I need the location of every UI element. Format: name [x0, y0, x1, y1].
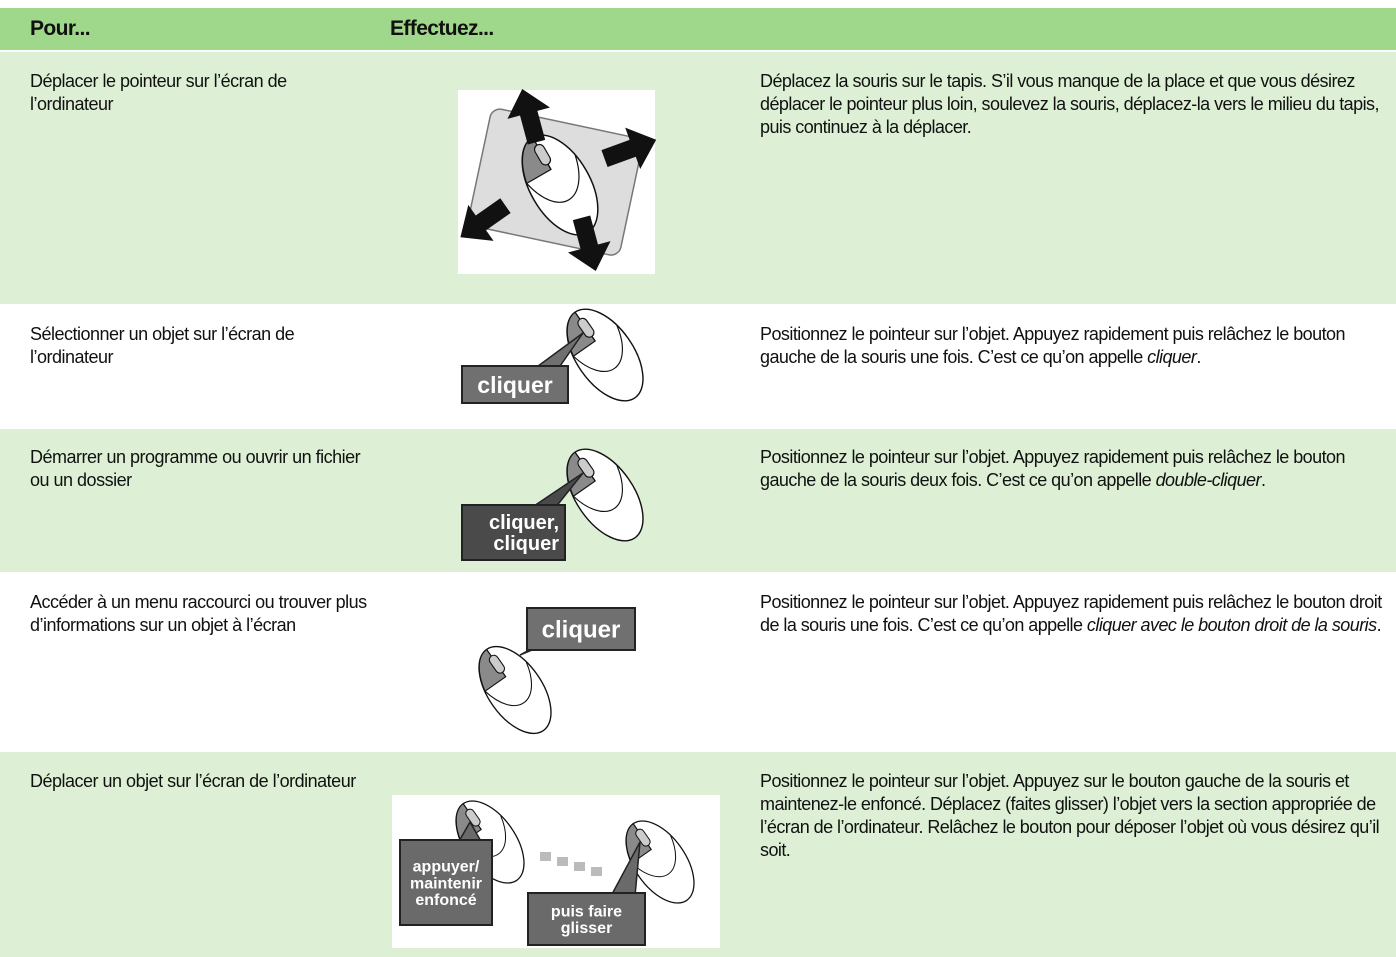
header: Pour... Effectuez... — [0, 8, 1396, 50]
label-box — [399, 839, 493, 926]
task: Sélectionner un objet sur l’écran de l’o… — [30, 324, 295, 367]
task: Déplacer le pointeur sur l’écran de l’or… — [30, 71, 287, 114]
mouse — [478, 645, 552, 735]
label-text: maintenir — [410, 875, 482, 892]
header-col1: Pour... — [30, 17, 91, 40]
label-text: glisser — [561, 920, 613, 937]
description-text: Déplacez la souris sur le tapis. S’il vo… — [760, 71, 1380, 137]
mouse-wheel — [577, 317, 595, 338]
label-text: cliquer — [493, 533, 559, 555]
description-text: Positionnez le pointeur sur l’objet. App… — [760, 447, 1346, 490]
mouse-button — [478, 648, 507, 693]
drag-dot — [591, 867, 602, 876]
label-box — [527, 892, 646, 946]
drag-dot — [540, 852, 551, 861]
description-text: Positionnez le pointeur sur l’objet. App… — [760, 771, 1380, 860]
table-row: Accéder à un menu raccourci ou trouver p… — [0, 573, 1396, 750]
mouse — [566, 448, 644, 542]
description: Positionnez le pointeur sur l’objet. App… — [760, 323, 1390, 369]
task: Déplacer un objet sur l’écran de l’ordin… — [30, 771, 356, 791]
task: Accéder à un menu raccourci ou trouver p… — [30, 592, 367, 635]
separator — [0, 427, 1396, 429]
description-text: Positionnez le pointeur sur l’objet. App… — [760, 592, 1382, 635]
mouse-wheel — [465, 808, 481, 827]
mouse-wheel — [635, 828, 651, 847]
arrow — [460, 198, 511, 241]
label-text: cliquer, — [489, 512, 559, 534]
description-text: Positionnez le pointeur sur l’objet. App… — [760, 324, 1346, 367]
description-text: . — [1376, 615, 1382, 635]
label-box — [526, 607, 636, 651]
label-text: enfoncé — [415, 892, 476, 909]
mouse — [625, 820, 695, 904]
table-row: Déplacer le pointeur sur l’écran de l’or… — [0, 52, 1396, 304]
drag-dot — [574, 862, 585, 871]
arrow — [507, 89, 550, 145]
mouse-wheel — [533, 143, 552, 166]
description-text: double-cliquer — [1155, 470, 1262, 490]
separator — [0, 750, 1396, 752]
mouse-wheel — [488, 654, 506, 674]
mouse — [521, 134, 599, 236]
description-text: . — [1196, 347, 1201, 367]
label-box — [461, 365, 569, 404]
label-text: appuyer/ — [413, 858, 480, 875]
description-text: cliquer — [1147, 347, 1197, 367]
task: Démarrer un programme ou ouvrir un fichi… — [30, 447, 361, 490]
label-text: puis faire — [551, 903, 622, 920]
mouse-wheel — [577, 457, 595, 478]
table-row: Sélectionner un objet sur l’écran de l’o… — [0, 305, 1396, 425]
separator — [0, 304, 1396, 306]
mouse-body — [566, 448, 644, 542]
arrow — [601, 127, 657, 169]
description: Positionnez le pointeur sur l’objet. App… — [760, 591, 1390, 637]
label-text: cliquer — [542, 617, 621, 644]
description: Positionnez le pointeur sur l’objet. App… — [760, 446, 1390, 492]
description: Positionnez le pointeur sur l’objet. App… — [760, 770, 1390, 862]
label-text: cliquer — [477, 372, 552, 398]
drag-dot — [557, 857, 568, 866]
header-col2: Effectuez... — [390, 17, 494, 40]
label-box — [461, 504, 566, 561]
separator — [0, 50, 1396, 52]
arrow — [568, 215, 611, 271]
separator — [0, 572, 1396, 574]
description-text: cliquer avec le bouton droit de la souri… — [1086, 615, 1377, 635]
table-row: Démarrer un programme ou ouvrir un fichi… — [0, 428, 1396, 573]
description-text: . — [1260, 470, 1266, 490]
description: Déplacez la souris sur le tapis. S’il vo… — [760, 70, 1390, 139]
